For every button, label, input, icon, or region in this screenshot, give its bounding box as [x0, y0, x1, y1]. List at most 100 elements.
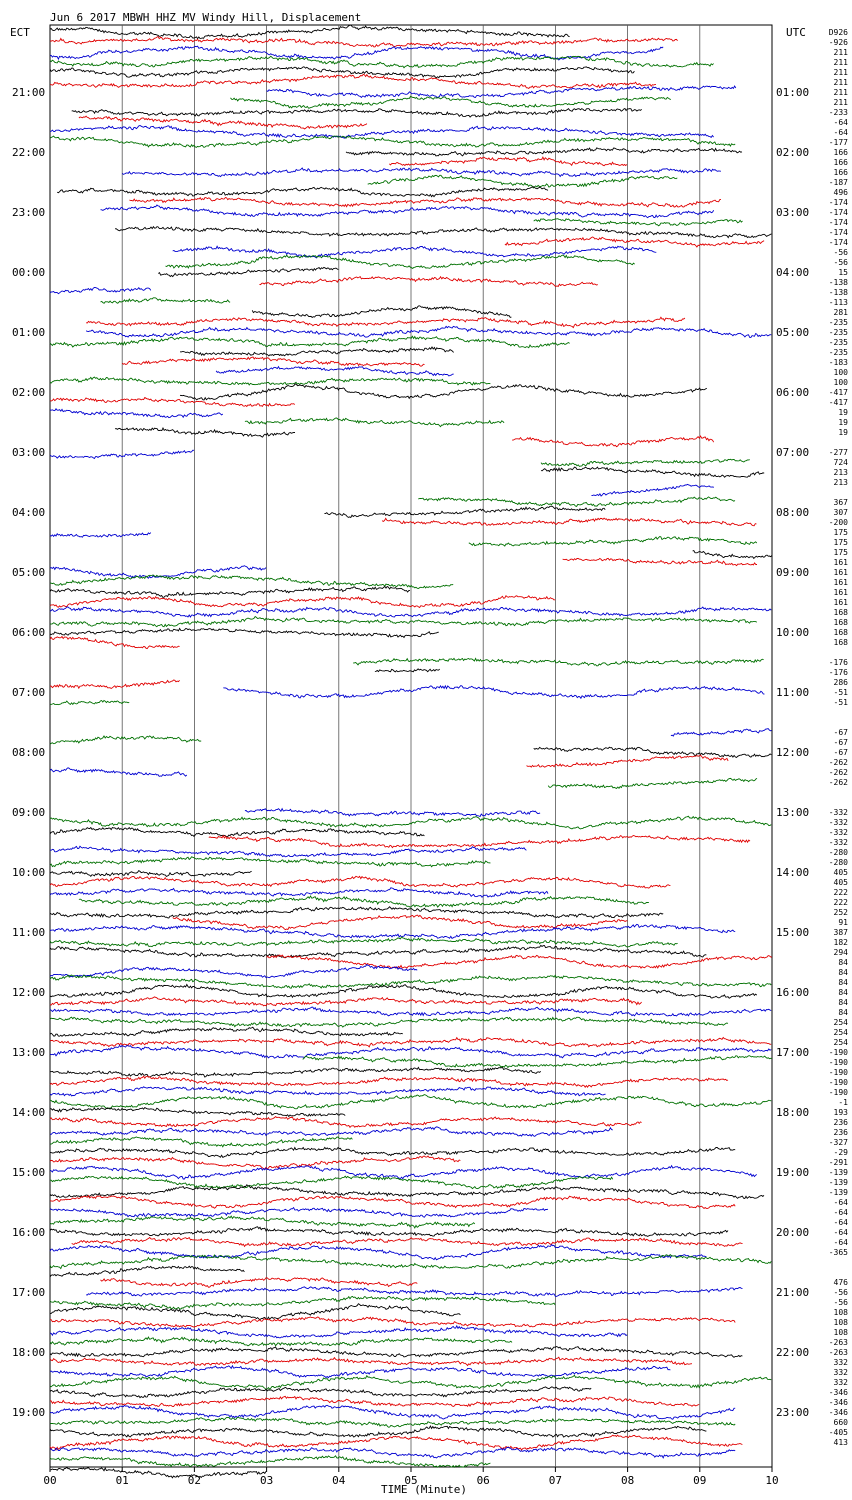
ect-hour-label: 19:00: [12, 1406, 45, 1419]
utc-hour-label: 23:00: [776, 1406, 809, 1419]
ect-hour-label: 13:00: [12, 1046, 45, 1059]
seismic-trace: [114, 225, 772, 239]
x-tick-label: 00: [43, 1474, 56, 1487]
ect-hour-label: 16:00: [12, 1226, 45, 1239]
seismic-trace: [85, 325, 772, 338]
ect-hour-label: 07:00: [12, 686, 45, 699]
trace-offset-label: 211: [834, 58, 849, 67]
x-tick-label: 02: [188, 1474, 201, 1487]
trace-offset-label: -233: [829, 108, 848, 117]
seismic-trace: [50, 1066, 542, 1078]
seismic-trace: [49, 532, 152, 538]
trace-offset-label: 108: [834, 1328, 849, 1337]
trace-offset-label: 211: [834, 48, 849, 57]
trace-offset-label: 19: [838, 408, 848, 417]
seismic-trace: [49, 1126, 613, 1137]
x-tick-label: 05: [404, 1474, 417, 1487]
trace-offset-label: -263: [829, 1348, 848, 1357]
trace-offset-label: 213: [834, 478, 849, 487]
seismic-trace: [49, 408, 224, 419]
seismic-trace: [50, 1316, 736, 1328]
seismic-trace: [230, 95, 672, 109]
trace-offset-label: 332: [834, 1368, 849, 1377]
seismic-trace: [533, 218, 743, 227]
utc-hour-label: 22:00: [776, 1346, 809, 1359]
trace-offset-label: -176: [829, 658, 848, 667]
trace-offset-label: 161: [834, 598, 849, 607]
seismic-trace: [50, 1136, 353, 1148]
trace-offset-label: 252: [834, 908, 849, 917]
trace-offset-label: -190: [829, 1048, 848, 1057]
seismic-trace: [49, 1434, 743, 1451]
x-tick-label: 03: [260, 1474, 273, 1487]
trace-offset-label: 84: [838, 998, 848, 1007]
trace-offset-label: 100: [834, 378, 849, 387]
seismic-trace: [49, 1194, 736, 1209]
trace-offset-label: 161: [834, 588, 849, 597]
seismic-trace: [49, 606, 772, 618]
seismic-trace: [158, 266, 339, 278]
trace-offset-label: -235: [829, 328, 848, 337]
seismic-trace: [49, 1107, 346, 1118]
utc-hour-label: 05:00: [776, 326, 809, 339]
seismic-trace: [49, 983, 758, 999]
seismic-trace: [57, 186, 549, 198]
trace-offset-label: -174: [829, 238, 848, 247]
trace-offset-label: -177: [829, 138, 848, 147]
seismic-trace: [49, 1466, 267, 1479]
trace-offset-label: -67: [834, 748, 849, 757]
ect-hour-label: 11:00: [12, 926, 45, 939]
utc-hour-label: 17:00: [776, 1046, 809, 1059]
seismic-trace: [49, 66, 635, 79]
trace-offset-label: 211: [834, 68, 849, 77]
seismic-trace: [49, 944, 707, 959]
seismic-trace: [49, 35, 678, 48]
seismic-trace: [49, 936, 678, 948]
seismic-trace: [100, 297, 231, 304]
seismic-trace: [49, 585, 411, 598]
seismic-trace: [526, 754, 729, 768]
seismogram-traces: [49, 24, 773, 1479]
seismic-trace: [49, 815, 772, 830]
trace-offset-label: 236: [834, 1128, 849, 1137]
seismic-trace: [533, 746, 772, 759]
seismic-trace: [49, 376, 491, 386]
trace-offset-label: 182: [834, 938, 849, 947]
trace-offset-label: -280: [829, 858, 848, 867]
trace-offset-label: -174: [829, 198, 848, 207]
trace-offset-label: -262: [829, 758, 848, 767]
seismic-trace: [215, 365, 454, 377]
trace-offset-label: 211: [834, 88, 849, 97]
ect-hour-label: 22:00: [12, 146, 45, 159]
x-tick-label: 01: [116, 1474, 129, 1487]
seismic-trace: [49, 1424, 707, 1438]
trace-offset-label: -139: [829, 1188, 848, 1197]
trace-offset-label: 367: [834, 498, 849, 507]
ect-hour-label: 10:00: [12, 866, 45, 879]
trace-offset-label: -277: [829, 448, 848, 457]
trace-offset-label: -64: [834, 1218, 849, 1227]
seismic-trace: [244, 807, 541, 818]
seismic-trace: [49, 1303, 461, 1321]
trace-offset-label: -56: [834, 1298, 849, 1307]
seismic-trace: [266, 954, 772, 969]
seismic-trace: [49, 1243, 707, 1261]
trace-offset-label: 387: [834, 928, 849, 937]
hour-labels: 21:00 22:00 23:00 00:00 01:00 02:00 03:00 04:00…: [12, 86, 809, 1419]
ect-hour-label: 00:00: [12, 266, 45, 279]
trace-offset-label: -64: [834, 1238, 849, 1247]
minute-gridlines: [121, 25, 701, 1467]
seismic-trace: [562, 557, 757, 567]
seismic-trace: [49, 24, 570, 40]
seismic-trace: [49, 1026, 403, 1037]
trace-offset-label: 496: [834, 188, 849, 197]
ect-hour-label: 14:00: [12, 1106, 45, 1119]
seismic-trace: [49, 1226, 729, 1237]
trace-offset-label: -200: [829, 518, 848, 527]
seismic-trace: [114, 426, 296, 438]
trace-offset-label: 168: [834, 618, 849, 627]
trace-offset-label: -332: [829, 838, 848, 847]
trace-offset-label: -235: [829, 348, 848, 357]
trace-offset-label: 175: [834, 548, 849, 557]
trace-offset-label: 236: [834, 1118, 849, 1127]
